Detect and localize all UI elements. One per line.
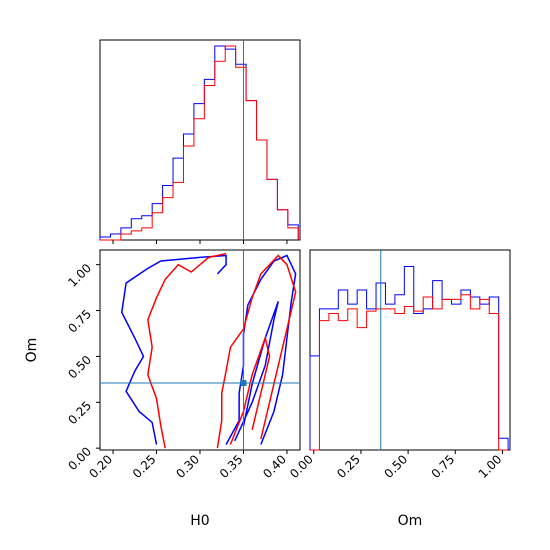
xtick-om-tick-label-4: 1.00 — [476, 452, 505, 481]
contour-outer-3 — [147, 252, 227, 449]
xtick-om-tick-label-2: 0.50 — [381, 452, 410, 481]
xtick-om-tick-label-1: 0.25 — [334, 452, 363, 481]
xtick-om-tick-label-3: 0.75 — [429, 452, 458, 481]
xlabel-om: Om — [398, 513, 423, 529]
xtick-h0-tick-label-3: 0.35 — [217, 452, 246, 481]
ylabel-om: Om — [24, 338, 40, 363]
ytick-om-tick-label-1: 0.25 — [65, 399, 94, 428]
panel-hist-om — [309, 250, 509, 451]
hist-om-series-0 — [309, 265, 509, 450]
xtick-h0-tick-label-2: 0.30 — [173, 452, 202, 481]
xlabel-h0: H0 — [190, 513, 209, 529]
contour-outer-4 — [216, 254, 297, 449]
xtick-om-tick-label-0: 0.00 — [287, 452, 316, 481]
truth-marker — [240, 380, 247, 387]
ytick-om-tick-label-2: 0.50 — [65, 353, 94, 382]
hist-h0-series-1 — [100, 45, 299, 241]
panel-contour — [100, 250, 300, 450]
panel-hist-om-frame — [309, 249, 511, 451]
hist-om-series-1 — [310, 294, 509, 451]
ytick-om-tick-label-3: 0.75 — [65, 307, 94, 336]
xtick-h0-tick-label-4: 0.40 — [260, 452, 289, 481]
hist-h0-series-0 — [99, 45, 299, 240]
panel-hist-h0-frame — [99, 39, 301, 241]
panel-hist-h0 — [99, 40, 299, 241]
xtick-h0-tick-label-1: 0.25 — [130, 452, 159, 481]
contour-inner-2 — [234, 301, 279, 442]
ytick-om-tick-label-4: 1.00 — [65, 261, 94, 290]
contour-outer-0 — [120, 254, 227, 445]
